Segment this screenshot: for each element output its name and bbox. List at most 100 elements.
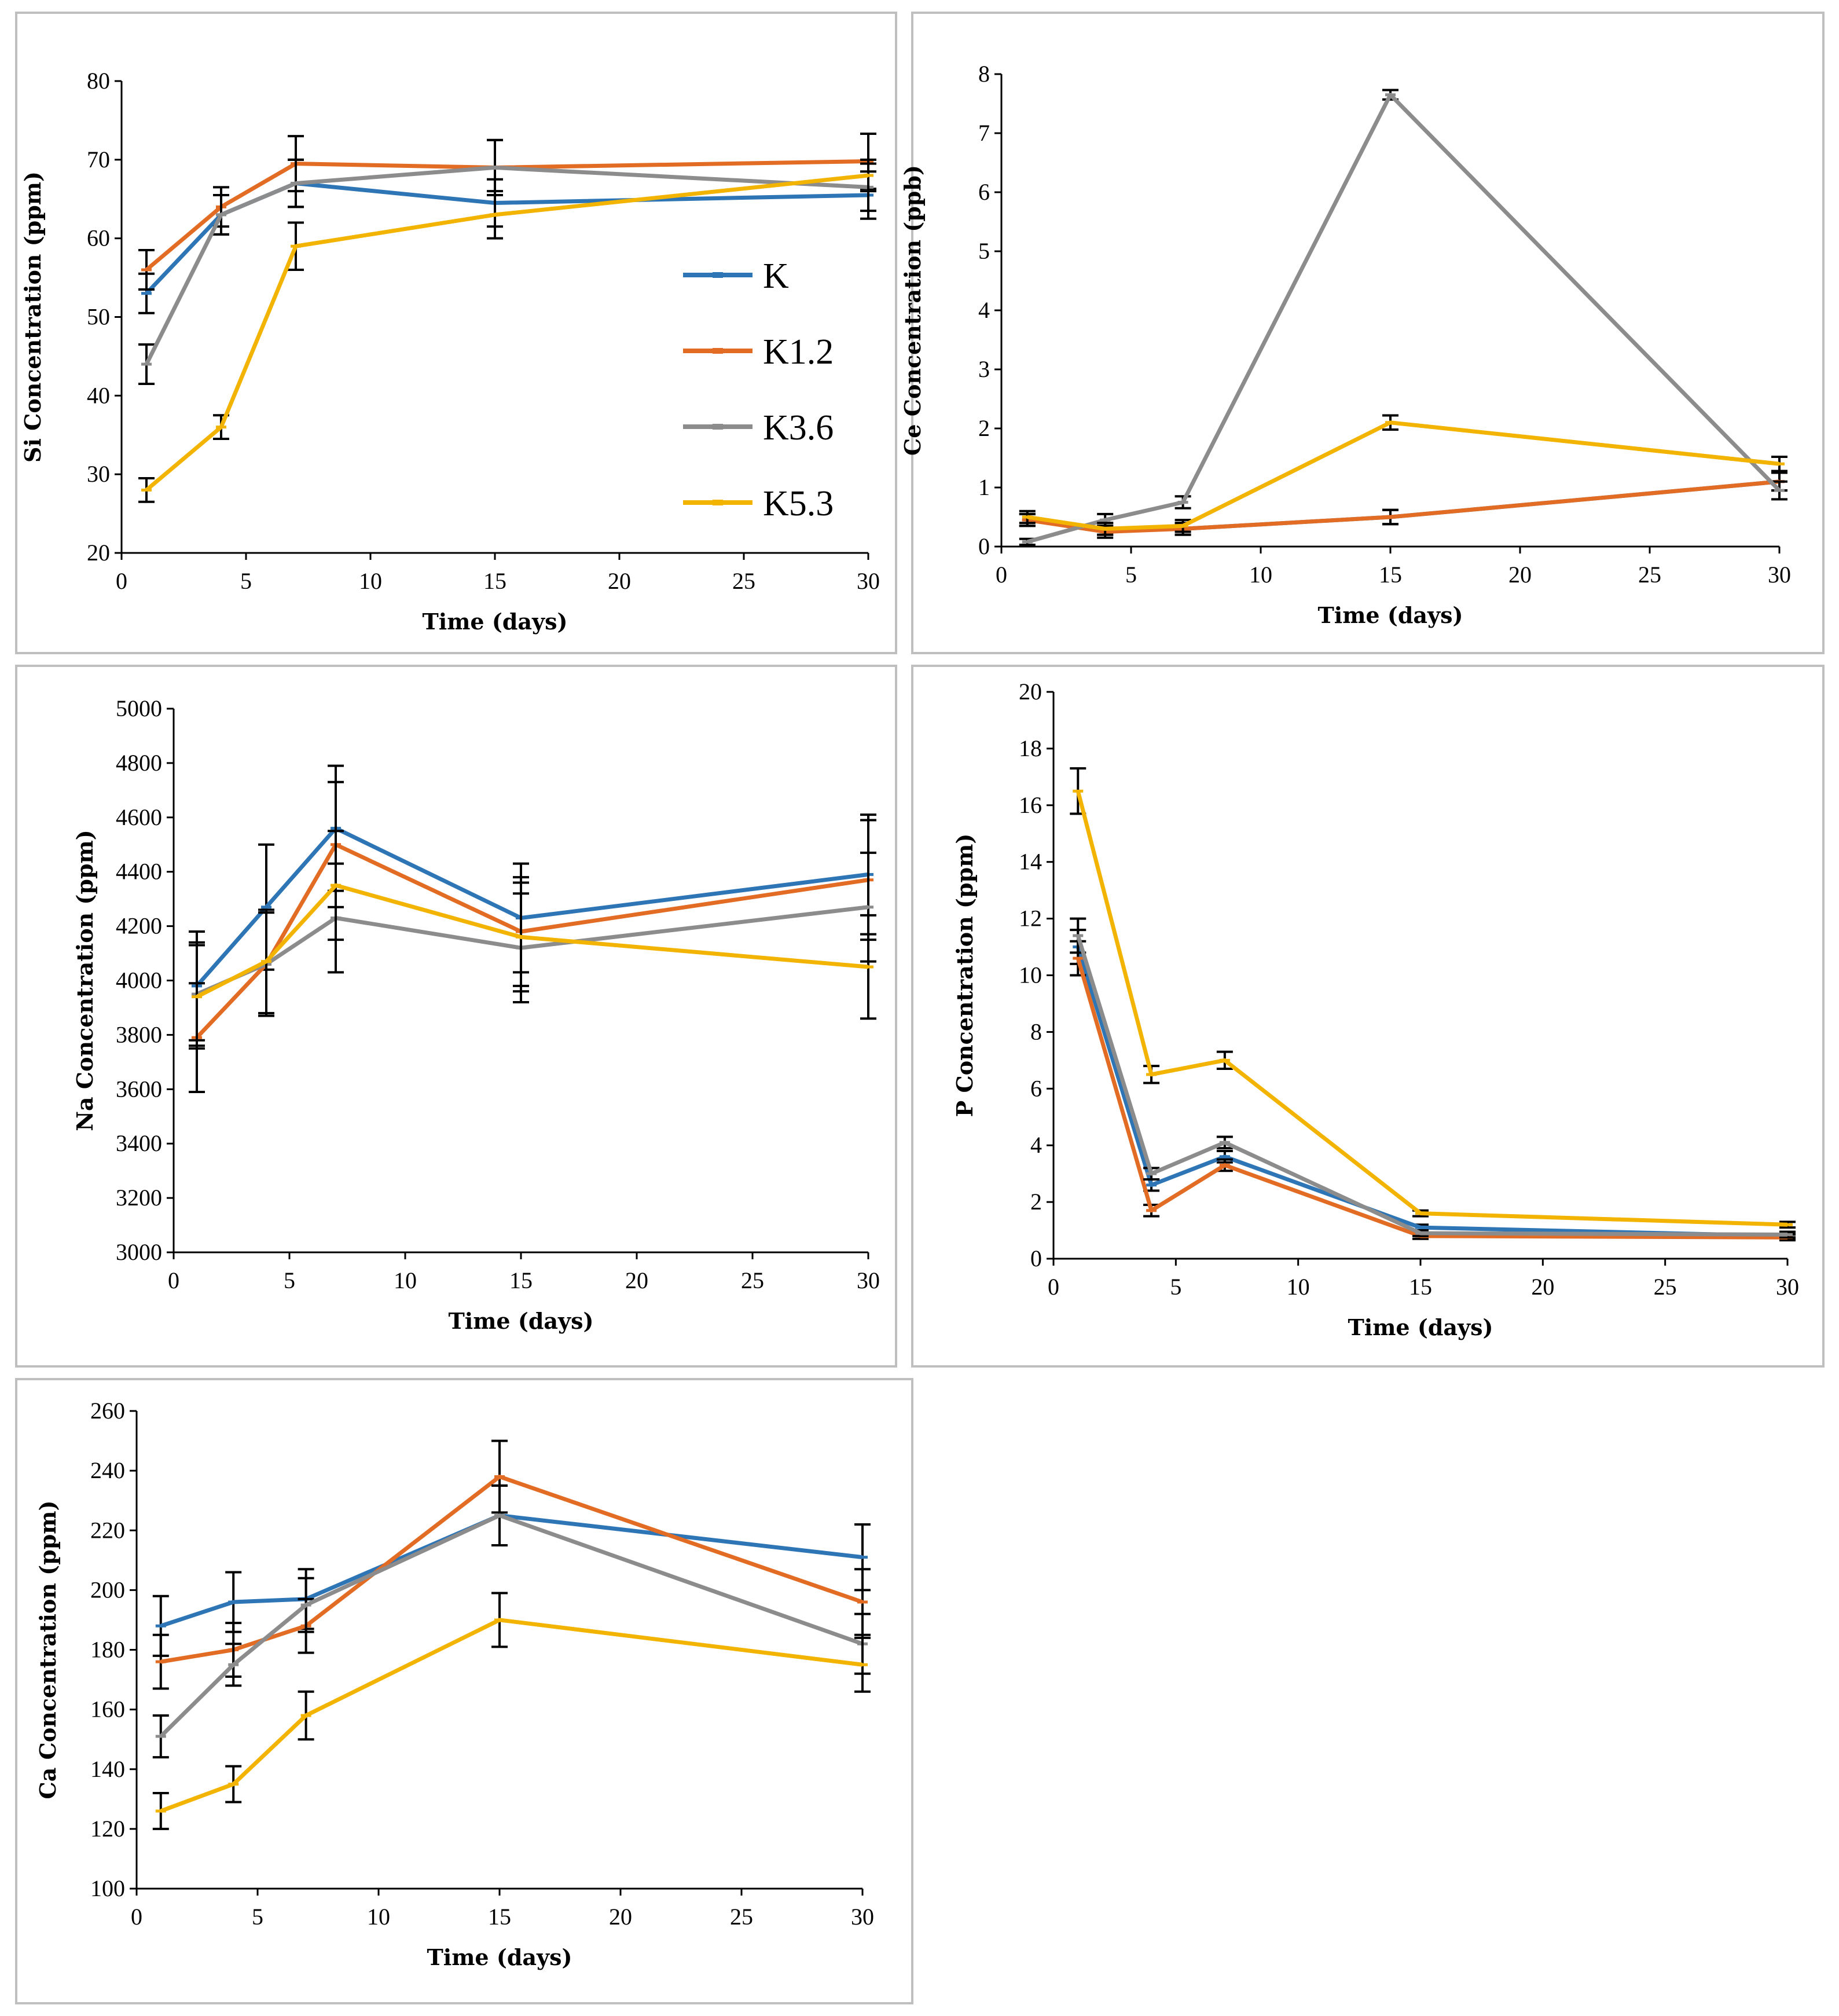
x-tick-label-p: 20 [1531,1274,1554,1300]
x-tick-label-ce: 30 [1768,562,1791,588]
y-axis-title-si: Si Concentration (ppm) [20,171,46,463]
panel-frame-ce [911,12,1825,654]
y-tick-label-ca: 180 [90,1637,125,1663]
y-tick-label-ca: 240 [90,1457,125,1483]
y-axis-title-ca: Ca Concentration (ppm) [35,1501,61,1799]
x-axis-title-ce: Time (days) [1318,602,1463,628]
y-tick-label-si: 50 [87,304,110,330]
y-tick-label-ce: 4 [978,297,990,323]
x-tick-label-ce: 15 [1379,562,1402,588]
x-tick-label-si: 5 [240,568,252,594]
y-tick-label-si: 70 [87,146,110,173]
x-tick-label-ca: 25 [730,1904,753,1930]
x-tick-label-p: 5 [1170,1274,1181,1300]
x-tick-label-na: 20 [625,1267,648,1293]
series-ca-K5-3 [152,1592,871,1830]
series-na-K5-3 [189,830,876,1050]
x-tick-label-si: 0 [116,568,127,594]
chart-panel-si: 20 30 40 50 60 70 80 0 5 10 15 20 25 30 Time (days) Si … [15,12,897,654]
x-tick-label-p: 10 [1287,1274,1310,1300]
y-tick-label-na: 3200 [116,1185,162,1211]
x-tick-label-ca: 5 [252,1904,263,1930]
panel-frame-ca [15,1378,913,2004]
x-tick-label-si: 30 [857,568,880,594]
x-tick-label-na: 15 [509,1267,533,1293]
x-tick-label-si: 15 [483,568,506,594]
y-tick-label-ca: 140 [90,1756,125,1782]
x-tick-label-na: 10 [394,1267,417,1293]
x-tick-label-na: 30 [857,1267,880,1293]
x-axis-title-ca: Time (days) [427,1944,572,1970]
y-tick-label-ce: 5 [978,238,990,264]
y-tick-label-na: 3400 [116,1130,162,1156]
legend-label: K [763,256,789,296]
y-tick-label-ce: 8 [978,61,990,87]
y-tick-label-p: 6 [1030,1075,1042,1101]
y-tick-label-ca: 120 [90,1816,125,1842]
y-tick-label-ca: 200 [90,1577,125,1603]
y-tick-label-na: 3000 [116,1239,162,1265]
panel-frame-p [911,665,1825,1368]
y-tick-label-p: 2 [1030,1189,1042,1215]
y-axis-title-p: P Concentration (ppm) [952,834,978,1117]
x-tick-label-si: 20 [608,568,631,594]
y-tick-label-p: 4 [1030,1132,1042,1158]
series-ca-K3-6 [152,1484,871,1759]
y-tick-label-p: 16 [1019,792,1042,818]
y-tick-label-na: 3600 [116,1076,162,1102]
y-tick-label-ce: 0 [978,533,990,559]
y-tick-label-p: 14 [1019,849,1042,875]
y-axis-title-na: Na Concentration (ppm) [72,830,98,1131]
y-tick-label-ce: 2 [978,415,990,441]
legend: K K1.2 K3.6 K5.3 [683,256,834,523]
y-tick-label-na: 4600 [116,804,162,830]
legend-item-K3-6: K3.6 [683,408,834,448]
legend-label: K1.2 [763,332,834,372]
y-tick-label-p: 10 [1019,962,1042,988]
y-tick-label-ca: 260 [90,1398,125,1424]
x-tick-label-na: 0 [168,1267,179,1293]
legend-label: K3.6 [763,408,834,448]
y-tick-label-si: 30 [87,461,110,487]
y-tick-label-p: 0 [1030,1245,1042,1271]
y-tick-label-si: 40 [87,382,110,408]
panel-frame-na [15,665,897,1368]
series-ce-K5-3 [1019,414,1787,536]
legend-item-K5-3: K5.3 [683,484,834,523]
y-axis-title-ce: Ce Concentration (ppb) [900,165,926,456]
chart-panel-ce: 0 1 2 3 4 5 6 7 8 0 5 10 15 20 25 30 Time (days) Ce Conce… [900,12,1825,654]
x-axis-title-na: Time (days) [449,1308,594,1334]
x-tick-label-p: 25 [1654,1274,1677,1300]
y-tick-label-na: 4400 [116,859,162,885]
y-tick-label-ce: 3 [978,356,990,382]
x-tick-label-ca: 15 [488,1904,511,1930]
series-p-K5-3 [1070,767,1796,1229]
x-axis-title-si: Time (days) [423,609,568,635]
x-tick-label-na: 25 [741,1267,764,1293]
y-tick-label-si: 80 [87,68,110,94]
x-tick-label-ca: 30 [851,1904,874,1930]
y-tick-label-na: 5000 [116,695,162,721]
x-tick-label-na: 5 [284,1267,295,1293]
y-tick-label-si: 20 [87,540,110,566]
chart-panel-ca: 100 120 140 160 180 200 220 240 260 0 5 10 15 20 25 30 T… [15,1378,913,2004]
x-tick-label-p: 15 [1409,1274,1432,1300]
legend-label: K5.3 [763,484,834,523]
y-tick-label-p: 18 [1019,735,1042,761]
x-tick-label-ce: 0 [996,562,1007,588]
y-tick-label-si: 60 [87,225,110,251]
x-tick-label-si: 10 [359,568,382,594]
y-tick-label-na: 3800 [116,1021,162,1047]
series-p-K3-6 [1070,917,1796,1239]
y-tick-label-ce: 7 [978,120,990,146]
x-axis-title-p: Time (days) [1348,1314,1493,1340]
y-tick-label-na: 4800 [116,750,162,776]
y-tick-label-p: 20 [1019,679,1042,705]
y-tick-label-na: 4000 [116,967,162,994]
x-tick-label-ca: 20 [609,1904,632,1930]
x-tick-label-si: 25 [732,568,755,594]
chart-panel-p: 0 2 4 6 8 10 12 14 16 18 20 0 5 10 15 20 25 30 Time (days)… [911,665,1825,1368]
y-tick-label-ce: 1 [978,474,990,500]
y-tick-label-ca: 100 [90,1875,125,1901]
